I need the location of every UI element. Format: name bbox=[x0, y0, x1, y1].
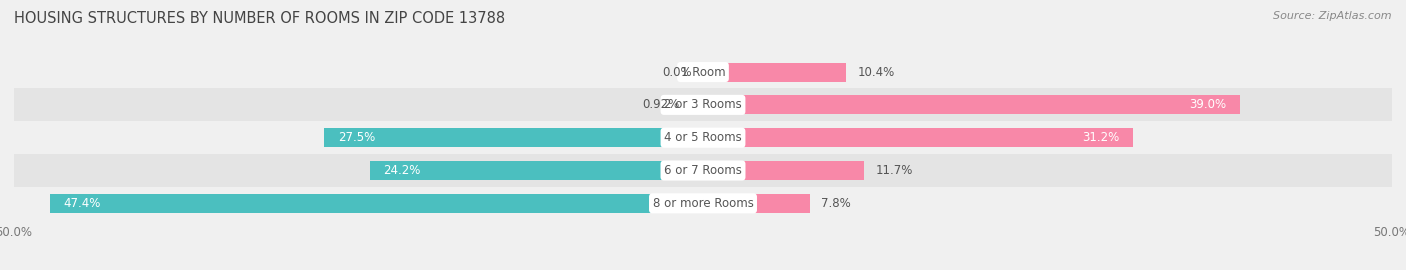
Text: 0.92%: 0.92% bbox=[643, 98, 679, 112]
Bar bbox=[49, 194, 703, 213]
Text: 2 or 3 Rooms: 2 or 3 Rooms bbox=[664, 98, 742, 112]
Text: 27.5%: 27.5% bbox=[337, 131, 375, 144]
Text: 4 or 5 Rooms: 4 or 5 Rooms bbox=[664, 131, 742, 144]
Text: 11.7%: 11.7% bbox=[875, 164, 912, 177]
Text: 1 Room: 1 Room bbox=[681, 66, 725, 79]
Bar bbox=[14, 154, 1392, 187]
Bar bbox=[703, 128, 1133, 147]
Text: 0.0%: 0.0% bbox=[662, 66, 692, 79]
Bar bbox=[14, 56, 1392, 89]
Text: Source: ZipAtlas.com: Source: ZipAtlas.com bbox=[1274, 11, 1392, 21]
Text: HOUSING STRUCTURES BY NUMBER OF ROOMS IN ZIP CODE 13788: HOUSING STRUCTURES BY NUMBER OF ROOMS IN… bbox=[14, 11, 505, 26]
Bar bbox=[14, 121, 1392, 154]
Text: 10.4%: 10.4% bbox=[858, 66, 894, 79]
Bar bbox=[703, 194, 810, 213]
Bar bbox=[690, 95, 703, 114]
Text: 7.8%: 7.8% bbox=[821, 197, 851, 210]
Text: 8 or more Rooms: 8 or more Rooms bbox=[652, 197, 754, 210]
Text: 31.2%: 31.2% bbox=[1081, 131, 1119, 144]
Bar bbox=[703, 63, 846, 82]
Bar bbox=[14, 187, 1392, 220]
Bar bbox=[14, 89, 1392, 121]
Bar bbox=[703, 161, 865, 180]
Text: 6 or 7 Rooms: 6 or 7 Rooms bbox=[664, 164, 742, 177]
Text: 24.2%: 24.2% bbox=[384, 164, 420, 177]
Bar bbox=[703, 95, 1240, 114]
Bar bbox=[323, 128, 703, 147]
Text: 47.4%: 47.4% bbox=[63, 197, 101, 210]
Bar bbox=[370, 161, 703, 180]
Text: 39.0%: 39.0% bbox=[1189, 98, 1226, 112]
